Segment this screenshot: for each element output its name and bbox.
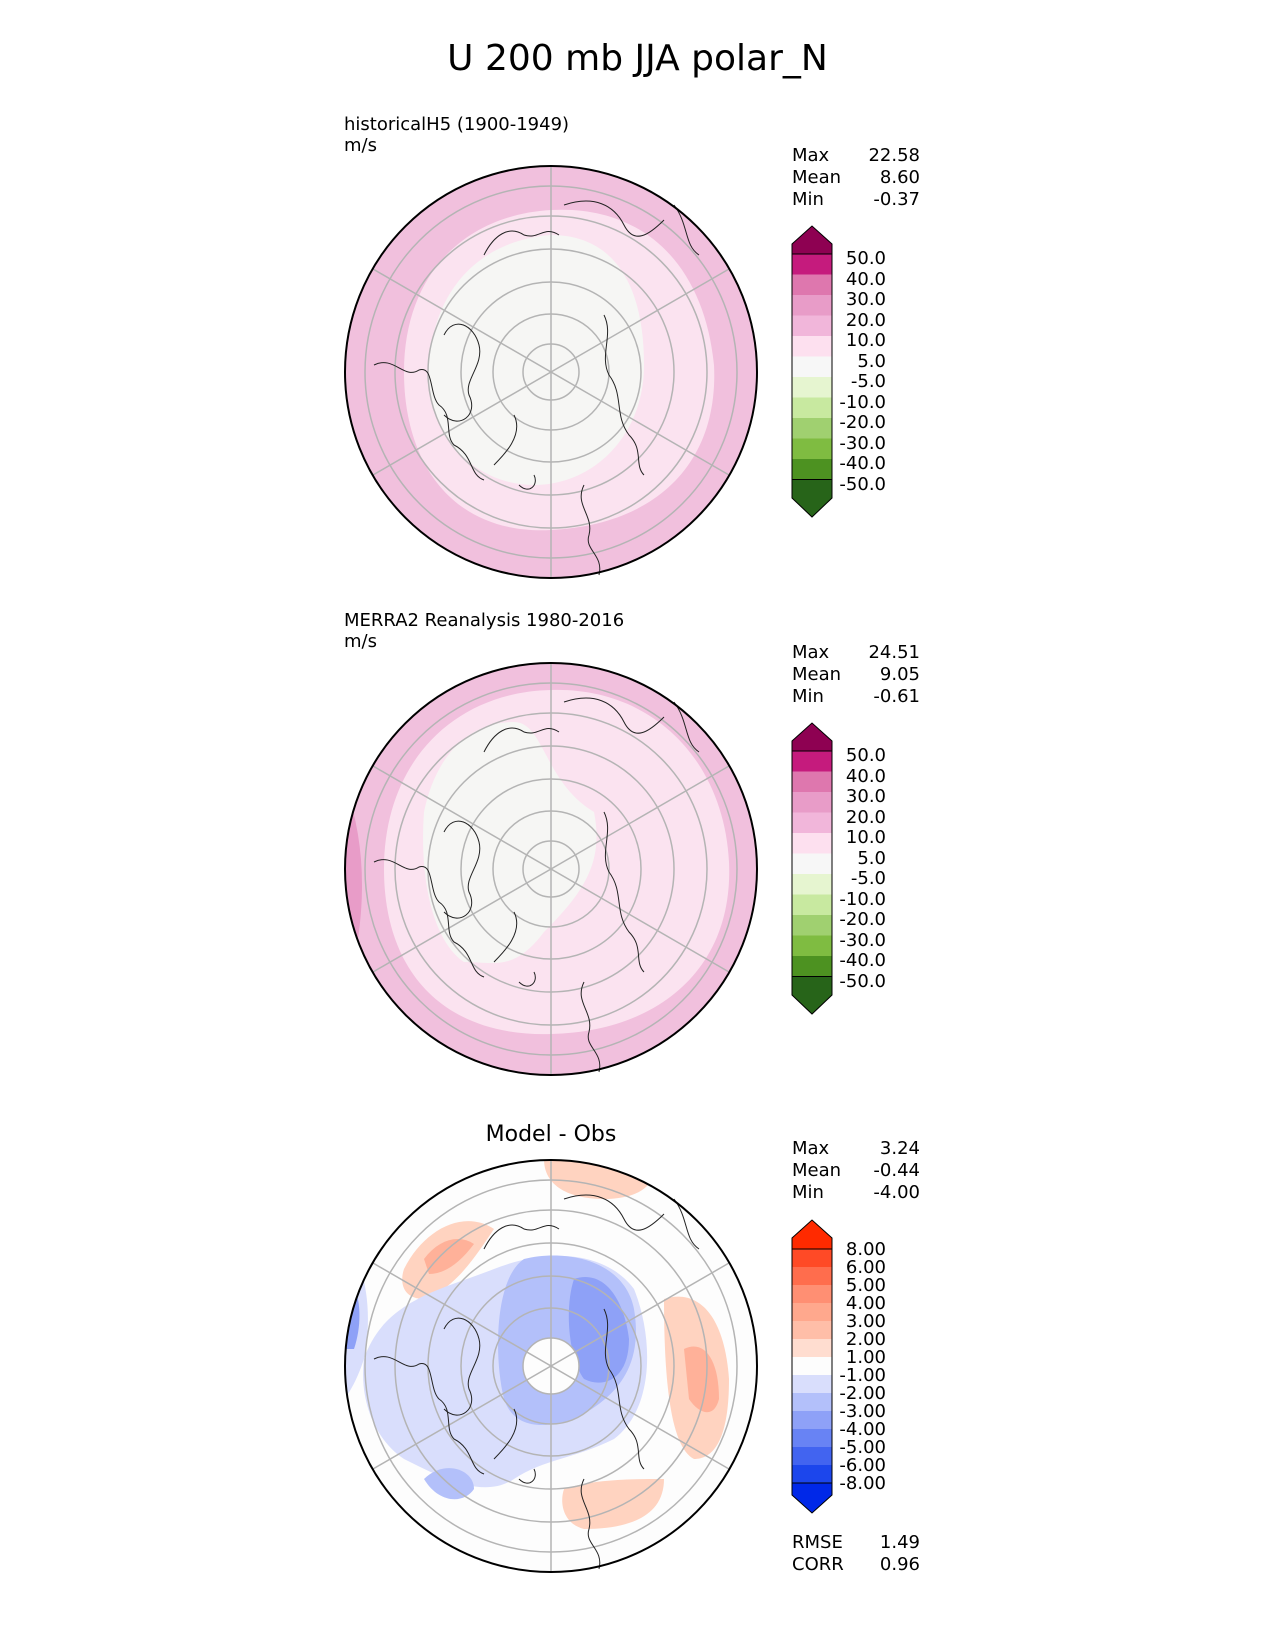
cbar-tick: -30.0 — [839, 432, 886, 454]
cbar-tick: 10.0 — [845, 827, 886, 848]
figure-title: U 200 mb JJA polar_N — [447, 38, 828, 79]
stat-max-label: Max — [792, 145, 830, 166]
cbar-tick: -10.0 — [839, 391, 886, 413]
graticule — [364, 663, 738, 1075]
stat-mean-value: 8.60 — [879, 167, 920, 188]
stat-max-label: Max — [792, 1138, 830, 1159]
panel3-stats: Max 3.24 Mean -0.44 Min -4.00 — [792, 1138, 920, 1204]
stat-min-label: Min — [792, 189, 824, 210]
graticule — [364, 1160, 738, 1572]
panel3-title: Model - Obs — [485, 1122, 617, 1147]
corr-label: CORR — [792, 1554, 844, 1575]
panel1-title: historicalH5 (1900-1949) m/s — [344, 114, 569, 156]
panel1-stats: Max 22.58 Mean 8.60 Min -0.37 — [792, 145, 920, 211]
stat-mean-value: -0.44 — [873, 1160, 920, 1181]
cbar-tick: 10.0 — [845, 330, 886, 351]
cbar-tick: -5.00 — [839, 1437, 886, 1458]
panel2-stats: Max 24.51 Mean 9.05 Min -0.61 — [792, 642, 920, 708]
coastlines — [373, 1194, 700, 1570]
stat-mean-value: 9.05 — [879, 664, 920, 685]
panel1-polar-map — [344, 165, 758, 579]
cbar-tick: -3.00 — [839, 1401, 886, 1422]
cbar-tick: 30.0 — [845, 786, 886, 807]
cbar-tick: 40.0 — [845, 765, 886, 787]
cbar-tick: 3.00 — [845, 1311, 886, 1332]
stat-mean-label: Mean — [792, 167, 842, 188]
panel2-title-units: m/s — [344, 631, 377, 652]
cbar-tick: 40.0 — [845, 268, 886, 290]
panel3-metrics: RMSE 1.49 CORR 0.96 — [792, 1532, 920, 1576]
stat-max-value: 24.51 — [868, 642, 920, 663]
cbar-tick: 50.0 — [845, 745, 886, 766]
cbar-tick: -40.0 — [839, 453, 886, 474]
panel2-title: MERRA2 Reanalysis 1980-2016 m/s — [344, 610, 624, 652]
panel1-colorbar — [791, 225, 833, 518]
cbar-tick: -6.00 — [839, 1455, 886, 1476]
stat-min-value: -4.00 — [873, 1182, 920, 1203]
cbar-tick: 2.00 — [845, 1329, 886, 1350]
cbar-tick: 20.0 — [845, 309, 886, 331]
cbar-tick: -40.0 — [839, 950, 886, 971]
stat-mean-label: Mean — [792, 1160, 842, 1181]
cbar-tick: -8.00 — [839, 1473, 886, 1494]
corr-value: 0.96 — [879, 1554, 920, 1575]
cbar-tick: 5.0 — [857, 847, 886, 869]
cbar-tick: 20.0 — [845, 806, 886, 828]
stat-max-value: 3.24 — [879, 1138, 920, 1159]
cbar-tick: 6.00 — [845, 1257, 886, 1278]
cbar-tick: -5.0 — [850, 868, 886, 889]
cbar-tick: -50.0 — [839, 473, 886, 495]
stat-min-value: -0.61 — [873, 686, 920, 707]
cbar-tick: 50.0 — [845, 248, 886, 269]
cbar-tick: -20.0 — [839, 412, 886, 433]
cbar-tick: 30.0 — [845, 289, 886, 310]
rmse-value: 1.49 — [879, 1532, 920, 1553]
cbar-tick: -1.00 — [839, 1365, 886, 1386]
panel1-title-line1: historicalH5 (1900-1949) — [344, 114, 570, 135]
cbar-tick: -10.0 — [839, 888, 886, 910]
cbar-tick: 5.00 — [845, 1275, 886, 1296]
cbar-tick: 4.00 — [845, 1293, 886, 1314]
stat-max-value: 22.58 — [868, 145, 920, 166]
rmse-label: RMSE — [792, 1532, 843, 1553]
cbar-tick: 5.0 — [857, 350, 886, 372]
cbar-tick: -20.0 — [839, 909, 886, 930]
panel2-polar-map — [344, 662, 758, 1076]
cbar-tick: 8.00 — [845, 1239, 886, 1260]
cbar-tick: -4.00 — [839, 1419, 886, 1440]
stat-min-label: Min — [792, 686, 824, 707]
stat-max-label: Max — [792, 642, 830, 663]
panel2-colorbar — [791, 722, 833, 1015]
panel2-title-line1: MERRA2 Reanalysis 1980-2016 — [344, 610, 625, 631]
cbar-tick: 1.00 — [845, 1347, 886, 1368]
stat-min-label: Min — [792, 1182, 824, 1203]
panel1-title-units: m/s — [344, 135, 377, 156]
cbar-tick: -2.00 — [839, 1383, 886, 1404]
coastlines — [373, 697, 700, 1073]
cbar-tick: -50.0 — [839, 970, 886, 992]
stat-min-value: -0.37 — [873, 189, 920, 210]
panel3-colorbar — [791, 1219, 833, 1514]
panel3-polar-map — [344, 1159, 758, 1573]
stat-mean-label: Mean — [792, 664, 842, 685]
cbar-tick: -5.0 — [850, 371, 886, 392]
cbar-tick: -30.0 — [839, 929, 886, 951]
graticule — [364, 166, 738, 578]
